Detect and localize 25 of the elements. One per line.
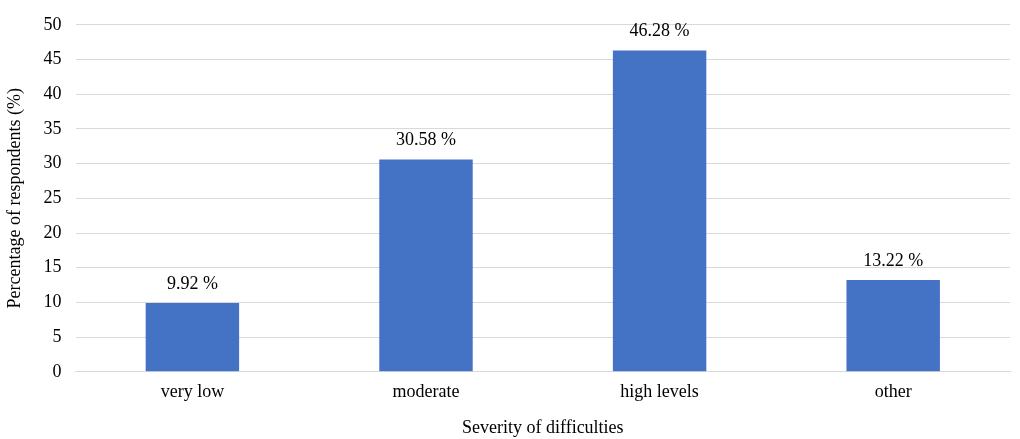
bar	[145, 302, 240, 372]
y-tick-label: 15	[43, 256, 62, 277]
data-label: 9.92 %	[166, 272, 218, 293]
y-tick-label: 35	[43, 117, 62, 138]
bar	[612, 50, 707, 372]
y-tick-label: 25	[43, 187, 62, 208]
x-tick-label: moderate	[392, 381, 460, 402]
x-axis-title: Severity of difficulties	[461, 416, 624, 437]
y-tick-label: 0	[52, 360, 62, 381]
y-tick-label: 50	[43, 13, 62, 34]
data-label: 30.58 %	[396, 129, 456, 150]
y-axis-title: Percentage of respondents (%)	[3, 88, 25, 309]
y-tick-label: 20	[43, 221, 62, 242]
x-tick-label: high levels	[620, 381, 699, 402]
data-label: 13.22 %	[863, 249, 924, 270]
bar	[846, 280, 940, 372]
x-tick-label: very low	[160, 381, 225, 402]
data-label: 46.28 %	[629, 20, 690, 41]
y-tick-label: 30	[43, 152, 62, 173]
y-tick-label: 5	[52, 325, 62, 346]
y-tick-label: 40	[43, 82, 62, 103]
y-tick-label: 10	[43, 291, 62, 312]
x-tick-label: other	[874, 381, 912, 402]
y-tick-label: 45	[43, 48, 62, 69]
bar	[379, 159, 473, 372]
